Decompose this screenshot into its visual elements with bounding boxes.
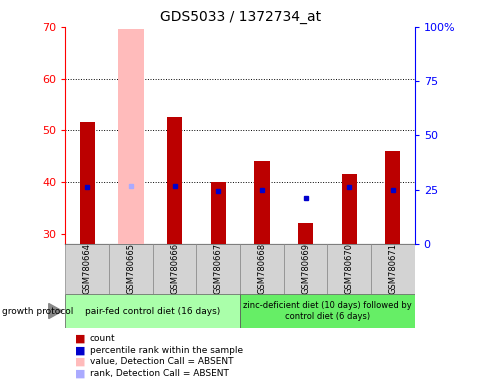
Text: percentile rank within the sample: percentile rank within the sample — [90, 346, 242, 355]
Text: rank, Detection Call = ABSENT: rank, Detection Call = ABSENT — [90, 369, 228, 378]
Text: ■: ■ — [75, 357, 86, 367]
Text: ■: ■ — [75, 334, 86, 344]
Text: GSM780664: GSM780664 — [83, 243, 91, 294]
Bar — [240, 244, 283, 294]
Bar — [254, 161, 269, 244]
Bar — [79, 122, 95, 244]
Bar — [152, 244, 196, 294]
Text: GSM780671: GSM780671 — [388, 243, 396, 294]
Text: GSM780668: GSM780668 — [257, 243, 266, 295]
Bar — [65, 294, 240, 328]
Text: GSM780670: GSM780670 — [344, 243, 353, 294]
Bar — [166, 117, 182, 244]
Text: count: count — [90, 334, 115, 343]
Text: ■: ■ — [75, 368, 86, 378]
Text: GSM780666: GSM780666 — [170, 243, 179, 295]
Bar — [118, 30, 144, 244]
Bar — [384, 151, 400, 244]
Text: zinc-deficient diet (10 days) followed by
control diet (6 days): zinc-deficient diet (10 days) followed b… — [242, 301, 411, 321]
Text: growth protocol: growth protocol — [2, 306, 74, 316]
Text: ■: ■ — [75, 345, 86, 355]
Bar — [283, 244, 327, 294]
Bar — [297, 223, 313, 244]
Bar — [327, 244, 370, 294]
Bar — [210, 182, 226, 244]
Bar — [109, 244, 152, 294]
Text: pair-fed control diet (16 days): pair-fed control diet (16 days) — [85, 306, 220, 316]
Bar — [196, 244, 240, 294]
Text: GSM780669: GSM780669 — [301, 243, 309, 294]
Bar — [341, 174, 356, 244]
Bar — [240, 294, 414, 328]
Text: GSM780665: GSM780665 — [126, 243, 135, 294]
Polygon shape — [48, 303, 62, 319]
Bar — [370, 244, 414, 294]
Title: GDS5033 / 1372734_at: GDS5033 / 1372734_at — [159, 10, 320, 25]
Text: value, Detection Call = ABSENT: value, Detection Call = ABSENT — [90, 357, 233, 366]
Bar — [65, 244, 109, 294]
Text: GSM780667: GSM780667 — [213, 243, 222, 295]
